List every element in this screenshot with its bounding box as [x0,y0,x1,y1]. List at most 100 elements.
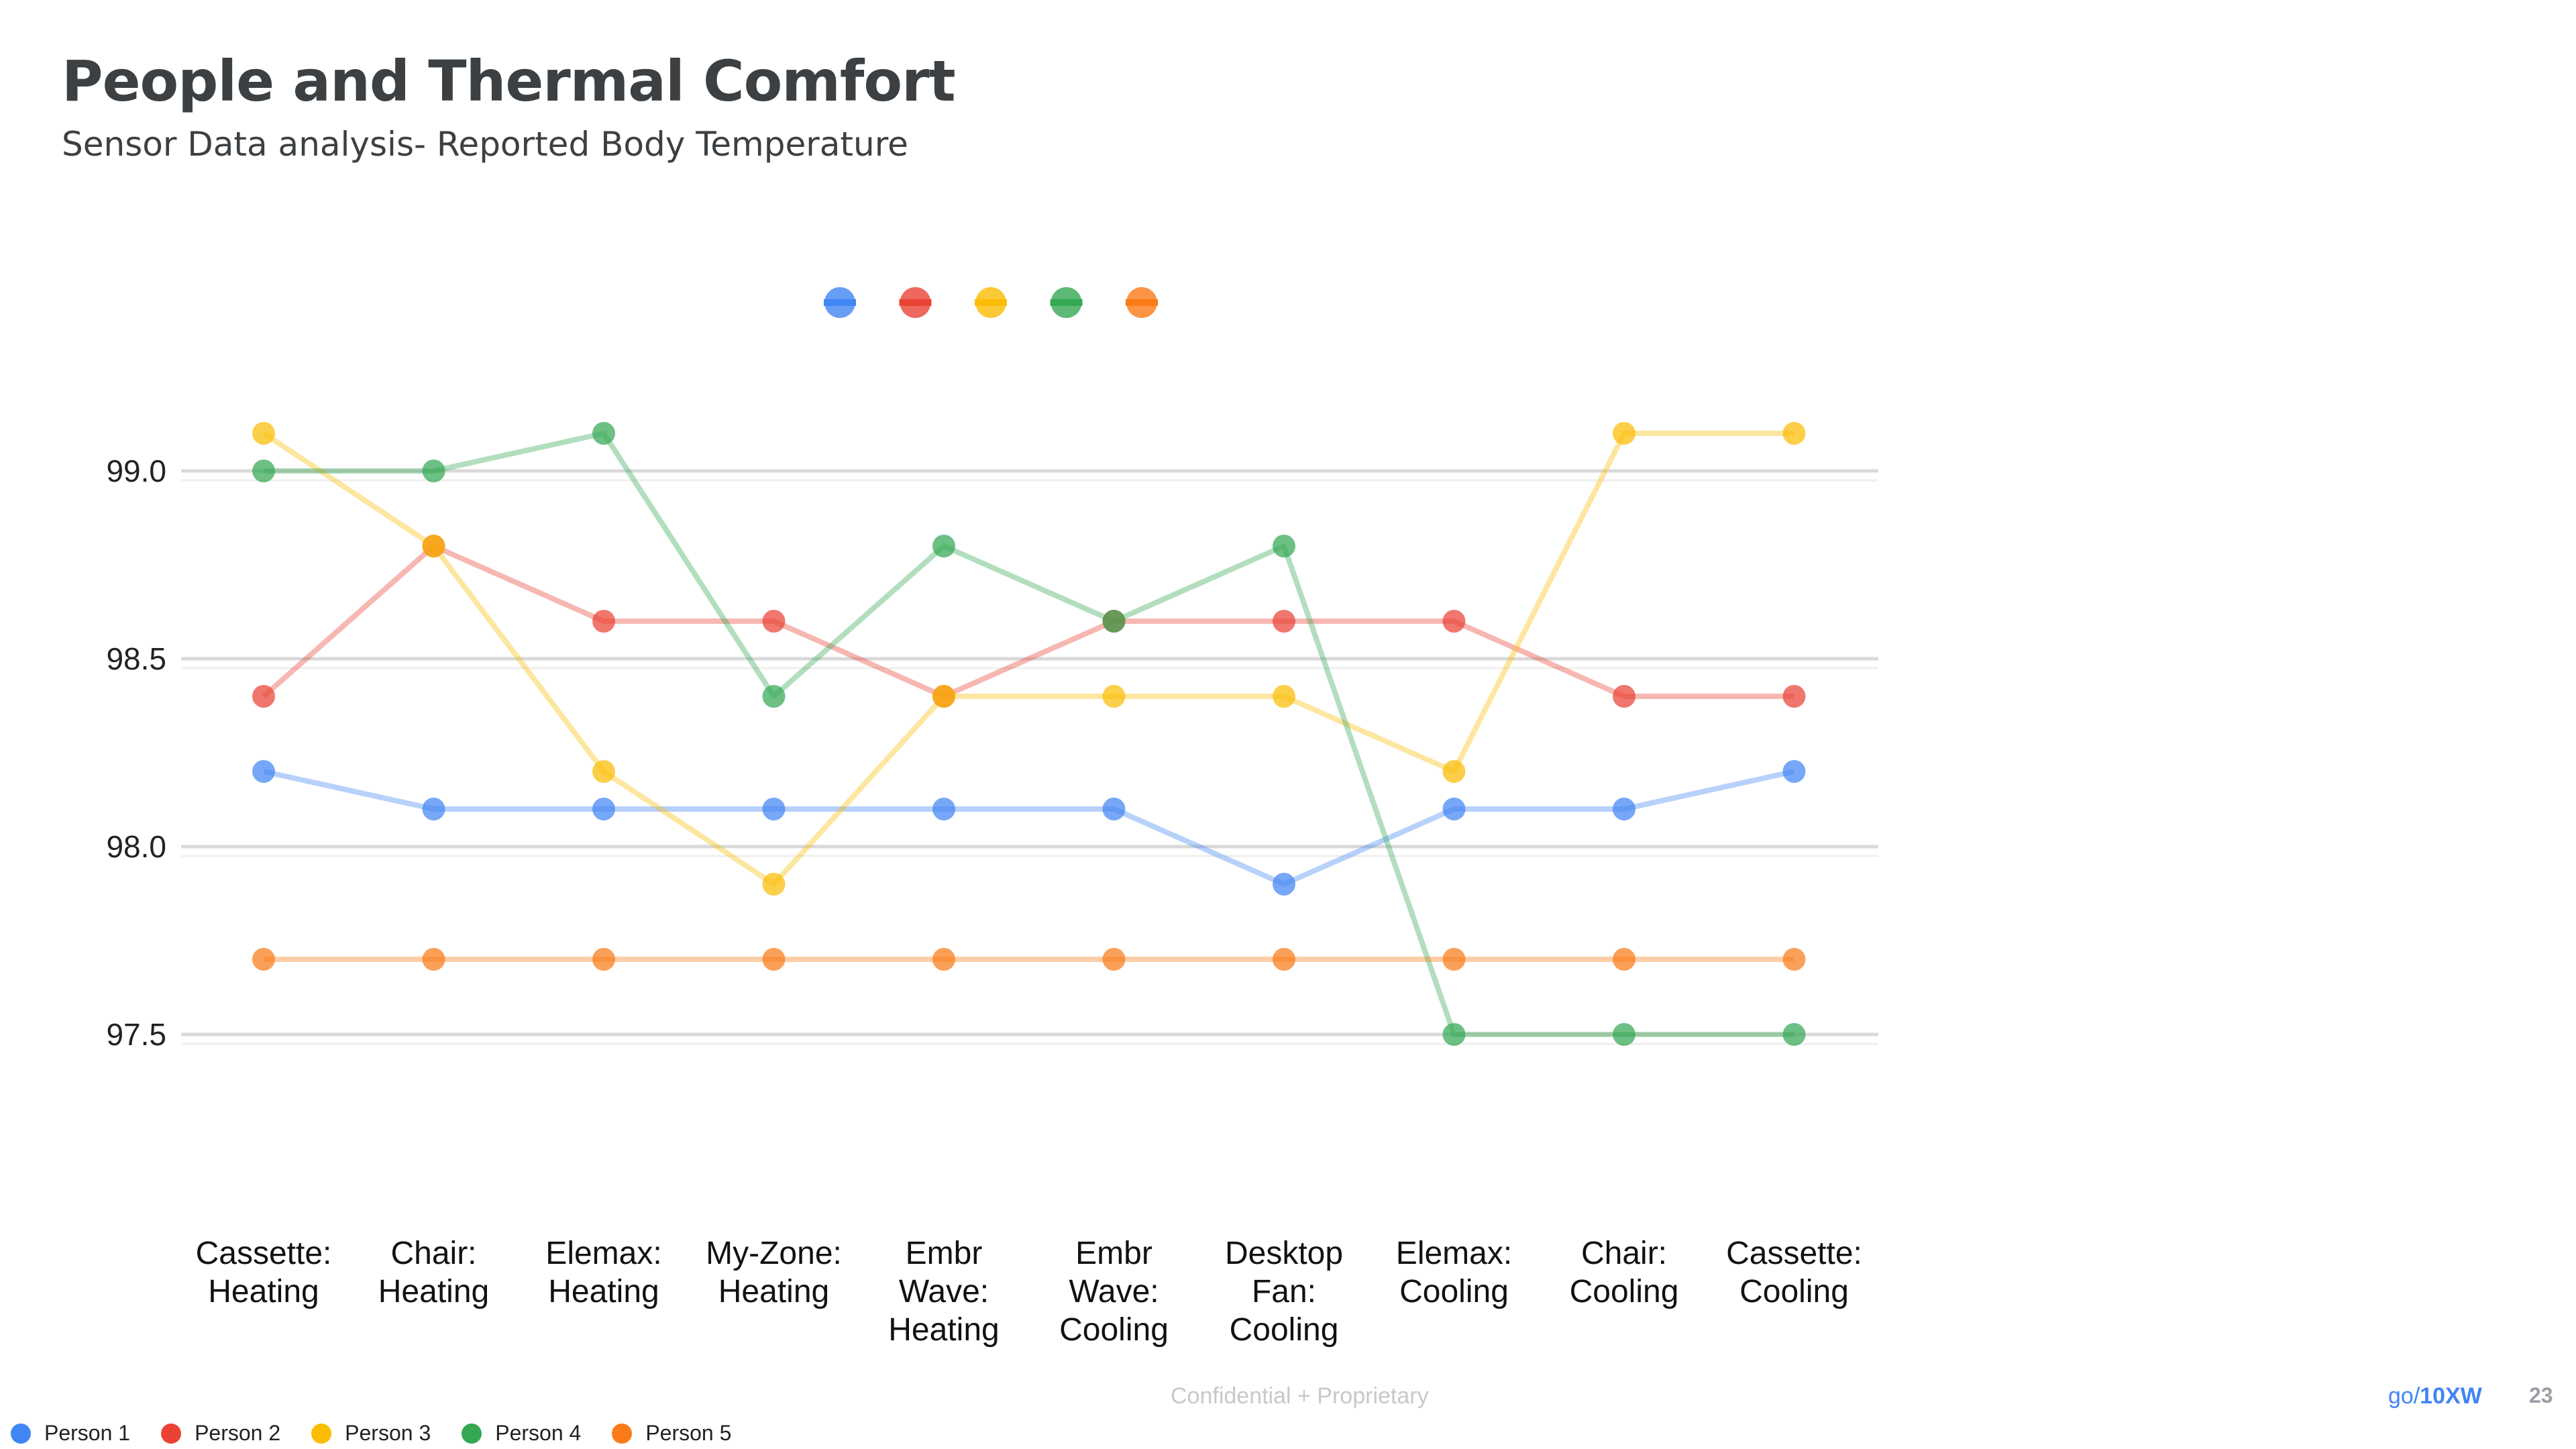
data-point-person-5[interactable] [1442,948,1466,971]
data-point-person-5[interactable] [1273,948,1295,971]
data-point-person-4[interactable] [422,460,445,482]
data-point-person-1[interactable] [1613,798,1635,820]
x-axis-category-labels: Cassette:HeatingChair:HeatingElemax:Heat… [196,1236,1862,1348]
x-category-label-line: Fan: [1252,1274,1316,1309]
data-point-person-5[interactable] [1102,948,1126,971]
data-point-person-1[interactable] [1442,798,1466,820]
data-point-person-3[interactable] [932,685,955,708]
x-category-label-line: Chair: [1581,1236,1667,1271]
legend-swatch-icon [11,1423,31,1444]
footer-golink[interactable]: go/10XW [2388,1383,2482,1409]
data-point-person-4[interactable] [1102,610,1126,633]
slide-subtitle: Sensor Data analysis- Reported Body Temp… [62,125,908,164]
x-category-label-line: Elemax: [545,1236,661,1271]
data-point-person-4[interactable] [252,460,275,482]
data-point-person-5[interactable] [932,948,955,971]
top-legend-swatch-person-4[interactable] [1050,287,1083,318]
x-category-label-line: Elemax: [1396,1236,1512,1271]
legend-label: Person 3 [345,1421,431,1445]
data-point-person-4[interactable] [1782,1023,1806,1046]
x-category-label: Chair:Heating [378,1236,489,1309]
legend-item-person-5[interactable]: Person 5 [612,1421,731,1446]
data-point-person-2[interactable] [1613,685,1635,708]
data-point-person-2[interactable] [252,685,275,708]
data-point-person-5[interactable] [252,948,275,971]
data-point-person-3[interactable] [1613,422,1635,445]
data-point-person-2[interactable] [1442,610,1466,633]
x-category-label-line: Heating [208,1274,319,1309]
data-point-person-3[interactable] [252,422,275,445]
x-category-label-line: Chair: [390,1236,476,1271]
data-point-person-1[interactable] [762,798,786,820]
data-point-person-2[interactable] [1782,685,1806,708]
x-category-label-line: Heating [378,1274,489,1309]
footer-confidential: Confidential + Proprietary [1171,1383,1429,1409]
data-point-person-5[interactable] [592,948,615,971]
data-point-person-1[interactable] [932,798,955,820]
x-category-label-line: Embr [1075,1236,1152,1271]
data-point-person-2[interactable] [592,610,615,633]
data-point-person-3[interactable] [1102,685,1126,708]
data-point-person-3[interactable] [1782,422,1806,445]
legend-item-person-4[interactable]: Person 4 [462,1421,581,1446]
chart-top-legend[interactable] [824,287,1158,318]
top-legend-swatch-person-1[interactable] [824,287,856,318]
x-category-label-line: Heating [888,1312,999,1348]
data-point-person-4[interactable] [592,422,615,445]
data-point-person-4[interactable] [1613,1023,1635,1046]
data-point-person-4[interactable] [932,535,955,557]
data-point-person-3[interactable] [592,760,615,783]
data-point-person-4[interactable] [762,685,786,708]
chart-bottom-legend: Person 1 Person 2 Person 3 Person 4 Person 5 [11,1421,731,1446]
data-point-person-2[interactable] [1273,610,1295,633]
series-line-person-2 [262,543,1794,699]
series-line-person-1 [263,769,1795,887]
data-point-person-1[interactable] [1273,873,1295,896]
series-line-person-3 [262,431,1794,887]
data-point-person-4[interactable] [1442,1023,1466,1046]
x-category-label-line: My-Zone: [706,1236,842,1271]
page-number: 23 [2529,1383,2553,1407]
legend-swatch-icon [462,1423,482,1444]
x-category-label-line: Embr [906,1236,983,1271]
data-point-person-1[interactable] [252,760,275,783]
legend-swatch-icon [612,1423,633,1444]
x-category-label-line: Heating [548,1274,659,1309]
x-category-label-line: Cooling [1230,1312,1339,1348]
legend-item-person-1[interactable]: Person 1 [11,1421,130,1446]
x-category-label-line: Heating [718,1274,829,1309]
top-legend-swatch-person-5[interactable] [1126,287,1158,318]
x-category-label-line: Wave: [899,1274,989,1309]
data-point-person-5[interactable] [422,948,445,971]
data-point-person-5[interactable] [1613,948,1635,971]
data-point-person-3[interactable] [422,535,445,557]
top-legend-swatch-person-3[interactable] [975,287,1007,318]
data-point-person-5[interactable] [1782,948,1806,971]
data-point-person-3[interactable] [762,873,786,896]
legend-swatch-icon [161,1423,182,1444]
data-point-person-4[interactable] [1273,535,1295,557]
legend-item-person-3[interactable]: Person 3 [311,1421,431,1446]
top-legend-swatch-person-2[interactable] [899,287,932,318]
data-point-person-1[interactable] [1102,798,1126,820]
data-point-person-3[interactable] [1442,760,1466,783]
data-point-person-5[interactable] [762,948,786,971]
y-tick-label: 97.5 [106,1017,166,1052]
golink-code: 10XW [2420,1383,2482,1409]
x-category-label: My-Zone:Heating [706,1236,842,1309]
legend-swatch-icon [311,1423,332,1444]
data-point-person-1[interactable] [592,798,615,820]
x-category-label: Chair:Cooling [1570,1236,1679,1309]
data-point-person-1[interactable] [422,798,445,820]
data-point-person-3[interactable] [1273,685,1295,708]
data-point-person-1[interactable] [1782,760,1806,783]
x-category-label-line: Cooling [1570,1274,1679,1309]
data-point-person-2[interactable] [762,610,786,633]
legend-label: Person 1 [44,1421,131,1445]
x-category-label-line: Cooling [1059,1312,1169,1348]
legend-item-person-2[interactable]: Person 2 [161,1421,280,1446]
x-category-label: Cassette:Heating [196,1236,332,1309]
x-category-label-line: Cassette: [1726,1236,1862,1271]
x-category-label: Elemax:Heating [545,1236,661,1309]
